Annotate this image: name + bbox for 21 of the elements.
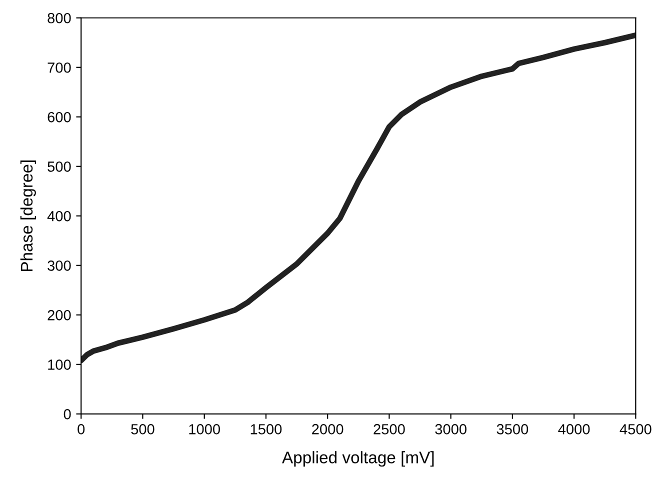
y-tick-label: 300 (48, 260, 71, 271)
x-tick-label: 4000 (558, 424, 590, 434)
y-tick-label: 200 (48, 310, 71, 320)
x-tick-label: 1500 (250, 424, 282, 434)
x-tick-label: 2000 (312, 424, 344, 434)
x-tick-label: 2500 (374, 424, 405, 434)
y-axis-title: Phase [degree] (20, 160, 36, 272)
y-tick-label: 100 (48, 360, 71, 370)
x-tick-label: 0 (78, 424, 85, 434)
x-tick-label: 4500 (620, 424, 652, 434)
x-tick-label: 1000 (189, 424, 220, 434)
y-tick-label: 0 (64, 409, 71, 420)
y-tick-label: 400 (47, 211, 71, 222)
y-tick-label: 500 (48, 161, 71, 172)
x-tick-label: 3500 (496, 424, 528, 434)
y-tick-label: 700 (48, 62, 71, 73)
x-tick-label: 500 (131, 424, 154, 434)
x-tick-label: 3000 (435, 424, 466, 434)
y-tick-label: 600 (48, 112, 71, 122)
y-tick-label: 800 (48, 12, 71, 24)
x-axis-title: Applied voltage [mV] (282, 451, 434, 467)
